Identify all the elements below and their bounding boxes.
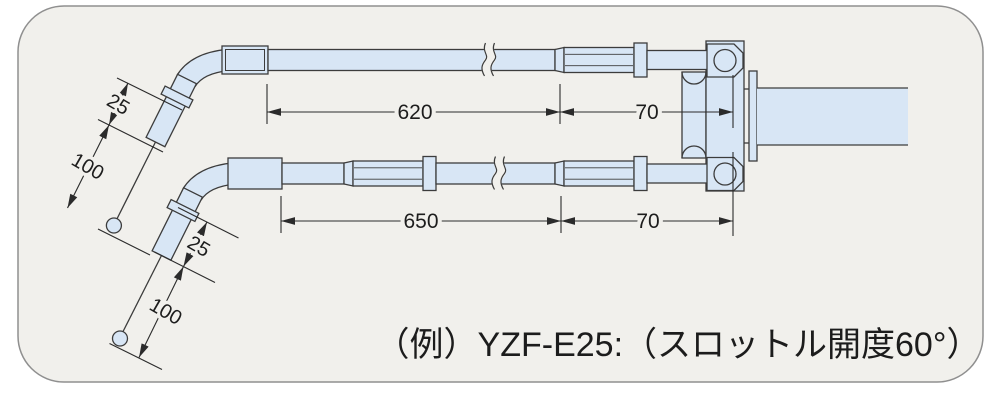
top-adjuster-body: [563, 46, 635, 74]
handlebar-flange: [748, 70, 758, 162]
handlebar-tube: [757, 87, 908, 146]
dim-line-25-bottom: [183, 221, 208, 267]
top-adjuster-taper: [554, 46, 565, 74]
bottom-mid-adjuster-taper: [343, 160, 354, 187]
bottom-sheath-left: [281, 162, 345, 185]
dim-label-top-to-housing: 70: [635, 101, 658, 124]
top-sheath: [267, 48, 556, 72]
top-break-mark: [481, 40, 497, 79]
ext-line: [154, 251, 216, 283]
dim-label-bottom-to-housing: 70: [636, 210, 659, 233]
bottom-cable-end-ball: [111, 330, 129, 347]
dim-label-top-length: 620: [397, 101, 432, 124]
example-caption: （例）YZF-E25:（スロットル開度60°）: [376, 326, 981, 364]
bottom-break-mark: [491, 154, 507, 192]
dim-line-100-top: [67, 124, 110, 209]
top-cap-inner: [225, 49, 265, 71]
dim-line-100-bottom: [138, 266, 184, 358]
top-break-gap: [481, 40, 497, 79]
top-adjuster-nut: [633, 42, 648, 78]
top-break-line-1: [481, 42, 488, 77]
housing-strip: [681, 71, 707, 159]
top-inner-wire: [113, 141, 157, 226]
top-collar: [160, 85, 194, 109]
ext-line: [97, 228, 151, 256]
bottom-adjuster-body: [563, 160, 635, 187]
handlebar-fill: [757, 88, 908, 145]
top-inner-tube: [646, 49, 715, 71]
cable-top: [105, 40, 744, 234]
top-cable-end-ball: [105, 217, 123, 234]
bottom-mid-adjuster: [343, 155, 437, 192]
bottom-break-line-2: [500, 156, 507, 190]
bottom-mid-adjuster-nut: [422, 155, 437, 192]
dim-line-25-top: [108, 82, 129, 126]
top-end-barrel: [145, 73, 198, 148]
housing-groove-bottom: [681, 145, 707, 159]
top-hex-bore: [713, 48, 737, 73]
bottom-cap: [227, 157, 283, 190]
bottom-break-gap: [491, 154, 507, 192]
dim-label-bottom-length: 650: [403, 210, 438, 233]
bottom-hex-bore: [713, 162, 737, 186]
bottom-adjuster: [554, 155, 715, 192]
bottom-adjuster-nut: [633, 155, 648, 192]
ext-line: [177, 207, 239, 239]
bottom-inner-tube: [646, 163, 715, 184]
bottom-break-line-1: [491, 156, 498, 190]
top-adjuster: [554, 42, 715, 78]
cable-bottom: [111, 154, 744, 347]
top-cap: [221, 45, 269, 75]
top-break-line-2: [490, 42, 497, 77]
bottom-mid-adjuster-body: [352, 160, 424, 187]
ext-line: [109, 343, 163, 370]
top-hex-fitting: [706, 43, 744, 78]
bottom-hex-fitting: [706, 156, 744, 192]
bottom-adjuster-taper: [554, 160, 565, 187]
housing-groove-top: [681, 71, 707, 85]
dimensions: [67, 75, 734, 370]
